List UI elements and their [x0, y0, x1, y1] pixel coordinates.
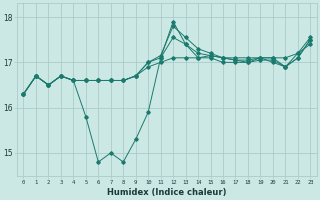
- X-axis label: Humidex (Indice chaleur): Humidex (Indice chaleur): [107, 188, 227, 197]
